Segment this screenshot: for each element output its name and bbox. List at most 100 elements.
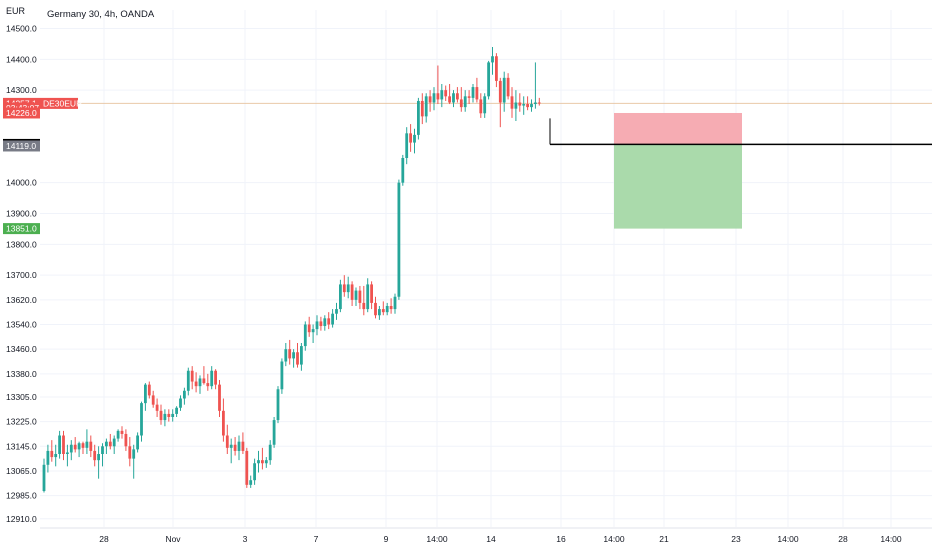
candle — [155, 398, 159, 417]
candle-body — [81, 443, 85, 448]
candle-body — [530, 104, 533, 108]
candle — [198, 375, 202, 394]
candle-body — [300, 346, 303, 365]
candle — [97, 446, 100, 479]
price-badge-bg — [3, 140, 40, 152]
candle — [389, 298, 393, 314]
candle-body — [385, 306, 389, 313]
candle-body — [491, 56, 494, 63]
candle-body — [331, 313, 334, 325]
candle — [233, 437, 237, 456]
candle — [354, 287, 358, 306]
candle — [381, 301, 385, 316]
candle — [339, 279, 342, 313]
candle-body — [54, 454, 58, 458]
x-tick-label: 14 — [486, 534, 496, 544]
candle-body — [459, 99, 463, 108]
candle-body — [292, 352, 295, 359]
candle — [186, 367, 190, 396]
candle-body — [502, 77, 506, 103]
candle-body — [140, 403, 143, 436]
candle-body — [370, 284, 373, 303]
candle — [405, 127, 409, 165]
y-tick-label: 12910.0 — [6, 514, 37, 524]
y-tick-label: 13460.0 — [6, 344, 37, 354]
candle-body — [323, 318, 327, 327]
x-tick-label: 16 — [556, 534, 566, 544]
candle — [292, 349, 295, 368]
candle-body — [495, 56, 498, 81]
candle — [253, 458, 256, 485]
y-tick-label: 13380.0 — [6, 369, 37, 379]
candle-body — [264, 460, 268, 464]
candle-body — [471, 87, 475, 98]
candle — [506, 73, 510, 100]
y-tick-label: 14000.0 — [6, 178, 37, 188]
candle — [420, 93, 424, 125]
candle-body — [498, 80, 502, 103]
y-tick-label: 14400.0 — [6, 54, 37, 64]
candle — [62, 430, 65, 461]
candle — [128, 437, 132, 467]
candle-body — [186, 370, 190, 391]
y-tick-label: 14500.0 — [6, 24, 37, 34]
candle-body — [69, 444, 73, 453]
candle — [159, 404, 163, 425]
candle-body — [526, 104, 529, 108]
candle — [101, 443, 104, 467]
candle — [124, 429, 128, 451]
candle — [323, 315, 327, 331]
candle-body — [73, 444, 77, 450]
candle-body — [342, 284, 346, 293]
candle-body — [440, 90, 444, 100]
candle-body — [229, 444, 233, 448]
candle-body — [510, 96, 514, 109]
candle — [132, 444, 136, 479]
price-badge: 14226.0 — [3, 107, 40, 119]
candle — [46, 444, 50, 473]
candle — [112, 435, 116, 454]
candle — [319, 316, 323, 331]
candle — [350, 281, 354, 306]
price-badge-label: 13851.0 — [6, 224, 37, 234]
candle — [463, 90, 467, 112]
candle — [206, 373, 210, 391]
candle — [518, 93, 522, 112]
price-badge-label: 14226.0 — [6, 108, 37, 118]
price-badges: 14257.103:43:0714226.014124.014119.01385… — [3, 97, 40, 235]
x-tick-label: 9 — [384, 534, 389, 544]
candle-body — [85, 441, 89, 448]
candle — [417, 97, 420, 140]
candle-body — [339, 284, 342, 310]
candle — [358, 285, 362, 310]
candle-body — [354, 290, 358, 300]
candle — [241, 432, 245, 454]
candle — [502, 71, 506, 112]
candle — [136, 432, 139, 453]
x-tick-label: 7 — [314, 534, 319, 544]
y-tick-label: 13225.0 — [6, 417, 37, 427]
candle — [397, 179, 401, 300]
candle-body — [249, 480, 253, 485]
y-tick-label: 13145.0 — [6, 441, 37, 451]
candle — [93, 444, 97, 467]
candle — [108, 433, 112, 450]
candle-body — [97, 454, 100, 461]
candle-body — [452, 93, 455, 103]
candle-body — [319, 321, 323, 327]
candle — [296, 343, 299, 368]
candle — [366, 278, 370, 313]
candle-body — [147, 384, 151, 396]
candle-body — [225, 435, 229, 448]
candle-body — [417, 100, 420, 135]
candle-body — [311, 329, 315, 333]
candle — [163, 409, 167, 427]
candle — [475, 77, 479, 103]
price-badge: 14119.0 — [3, 140, 40, 152]
candle-body — [233, 444, 237, 451]
candle-body — [101, 446, 104, 454]
candle — [362, 285, 366, 316]
candle-body — [237, 441, 241, 451]
